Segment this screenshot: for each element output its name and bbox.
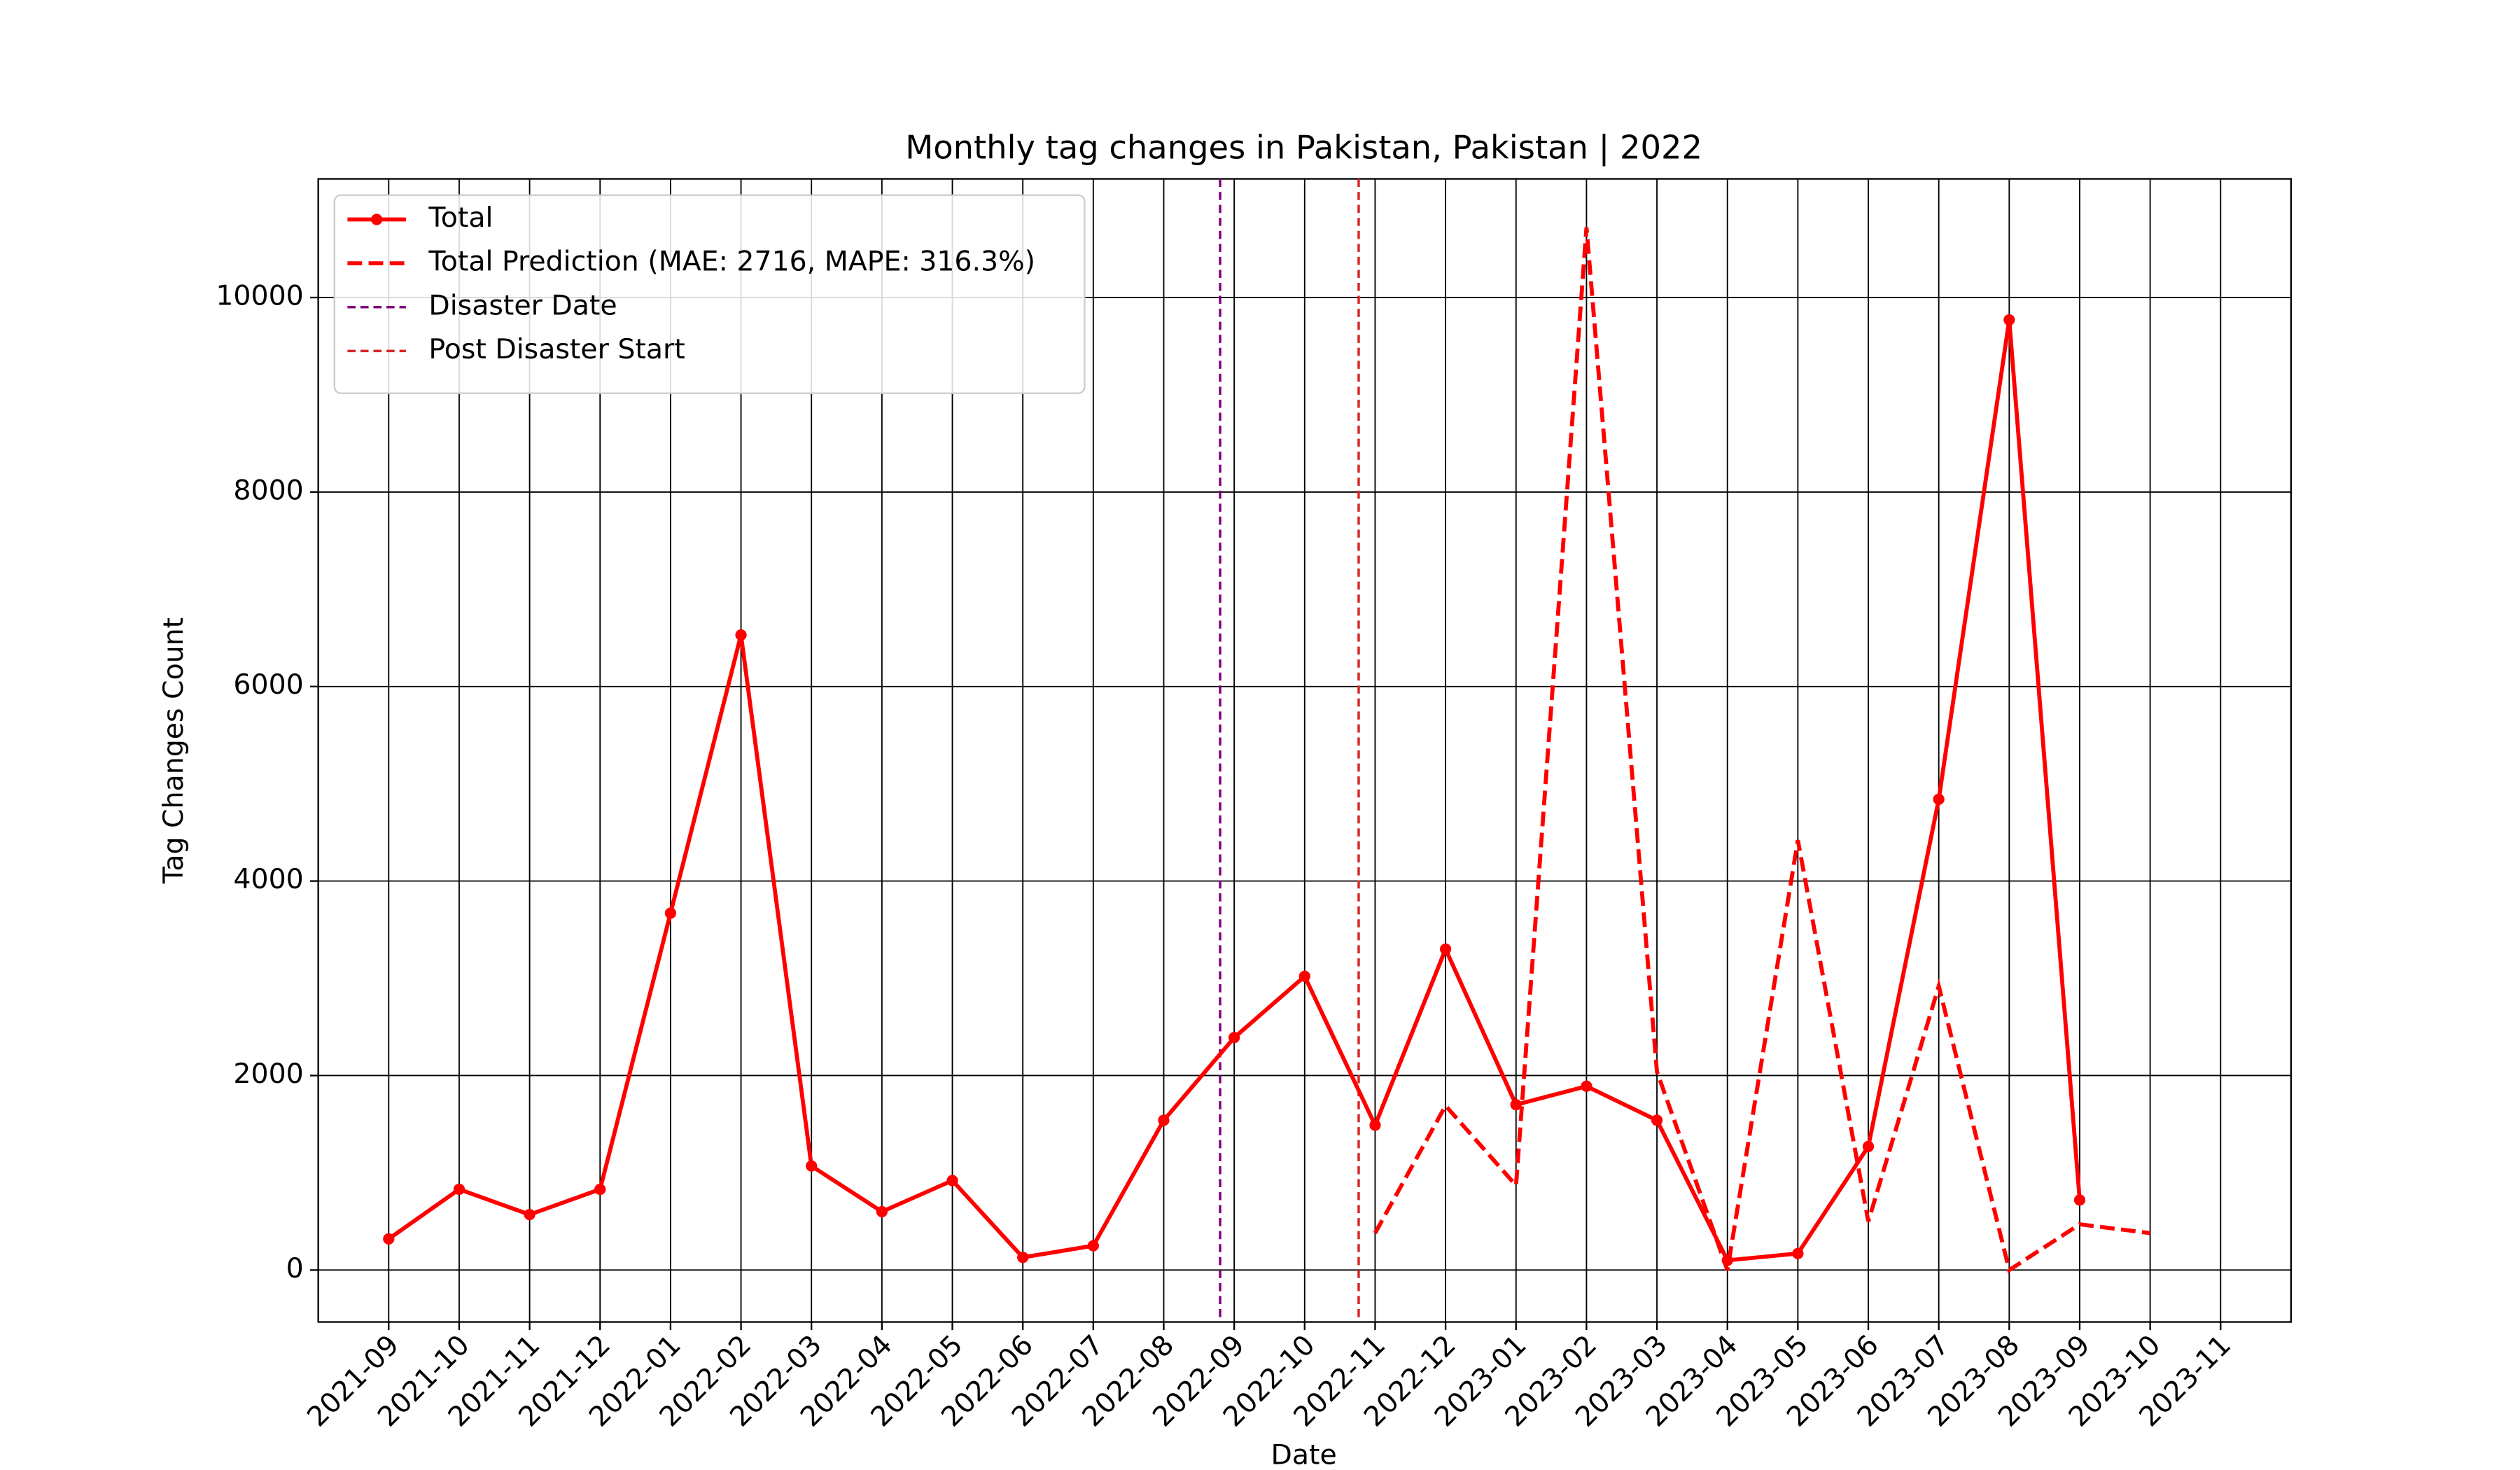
point [1087, 1240, 1099, 1252]
legend-label: Post Disaster Start [428, 333, 685, 365]
plot-frame [317, 178, 2292, 1323]
point [735, 629, 747, 641]
legend: Total Total Prediction (MAE: 2716, MAPE: … [333, 194, 1086, 394]
y-tick-label: 8000 [233, 474, 303, 506]
point [594, 1183, 606, 1196]
point [2073, 1194, 2086, 1206]
y-axis-label: Tag Changes Count [158, 617, 190, 884]
point [664, 907, 677, 919]
point [383, 1233, 395, 1245]
point [524, 1209, 536, 1221]
point [876, 1205, 888, 1218]
point [1369, 1119, 1381, 1131]
y-tick-label: 2000 [233, 1058, 303, 1090]
point [1298, 970, 1310, 982]
legend-marker [371, 214, 383, 225]
point [1862, 1140, 1875, 1153]
legend-label: Total [428, 202, 493, 234]
legend-box [333, 194, 1086, 394]
point [1017, 1252, 1029, 1264]
y-tick-label: 0 [286, 1252, 304, 1284]
chart-title: Monthly tag changes in Pakistan, Pakista… [905, 128, 1702, 167]
legend-label: Total Prediction (MAE: 2716, MAPE: 316.3… [428, 246, 1035, 278]
point [1228, 1032, 1240, 1044]
point [1158, 1114, 1170, 1126]
point [806, 1160, 818, 1172]
x-axis-label: Date [1271, 1439, 1337, 1470]
point [1792, 1247, 1804, 1259]
y-tick-label: 4000 [233, 863, 303, 895]
point [1933, 793, 1945, 806]
line [1373, 227, 2150, 1273]
point [1439, 943, 1452, 955]
point [453, 1183, 465, 1196]
point [1581, 1080, 1592, 1092]
point [2003, 314, 2015, 326]
legend-label: Disaster Date [428, 289, 617, 321]
y-tick-label: 6000 [233, 668, 303, 701]
point [1510, 1099, 1522, 1111]
point [946, 1175, 958, 1186]
point [1651, 1114, 1663, 1126]
y-tick-label: 10000 [216, 280, 303, 312]
